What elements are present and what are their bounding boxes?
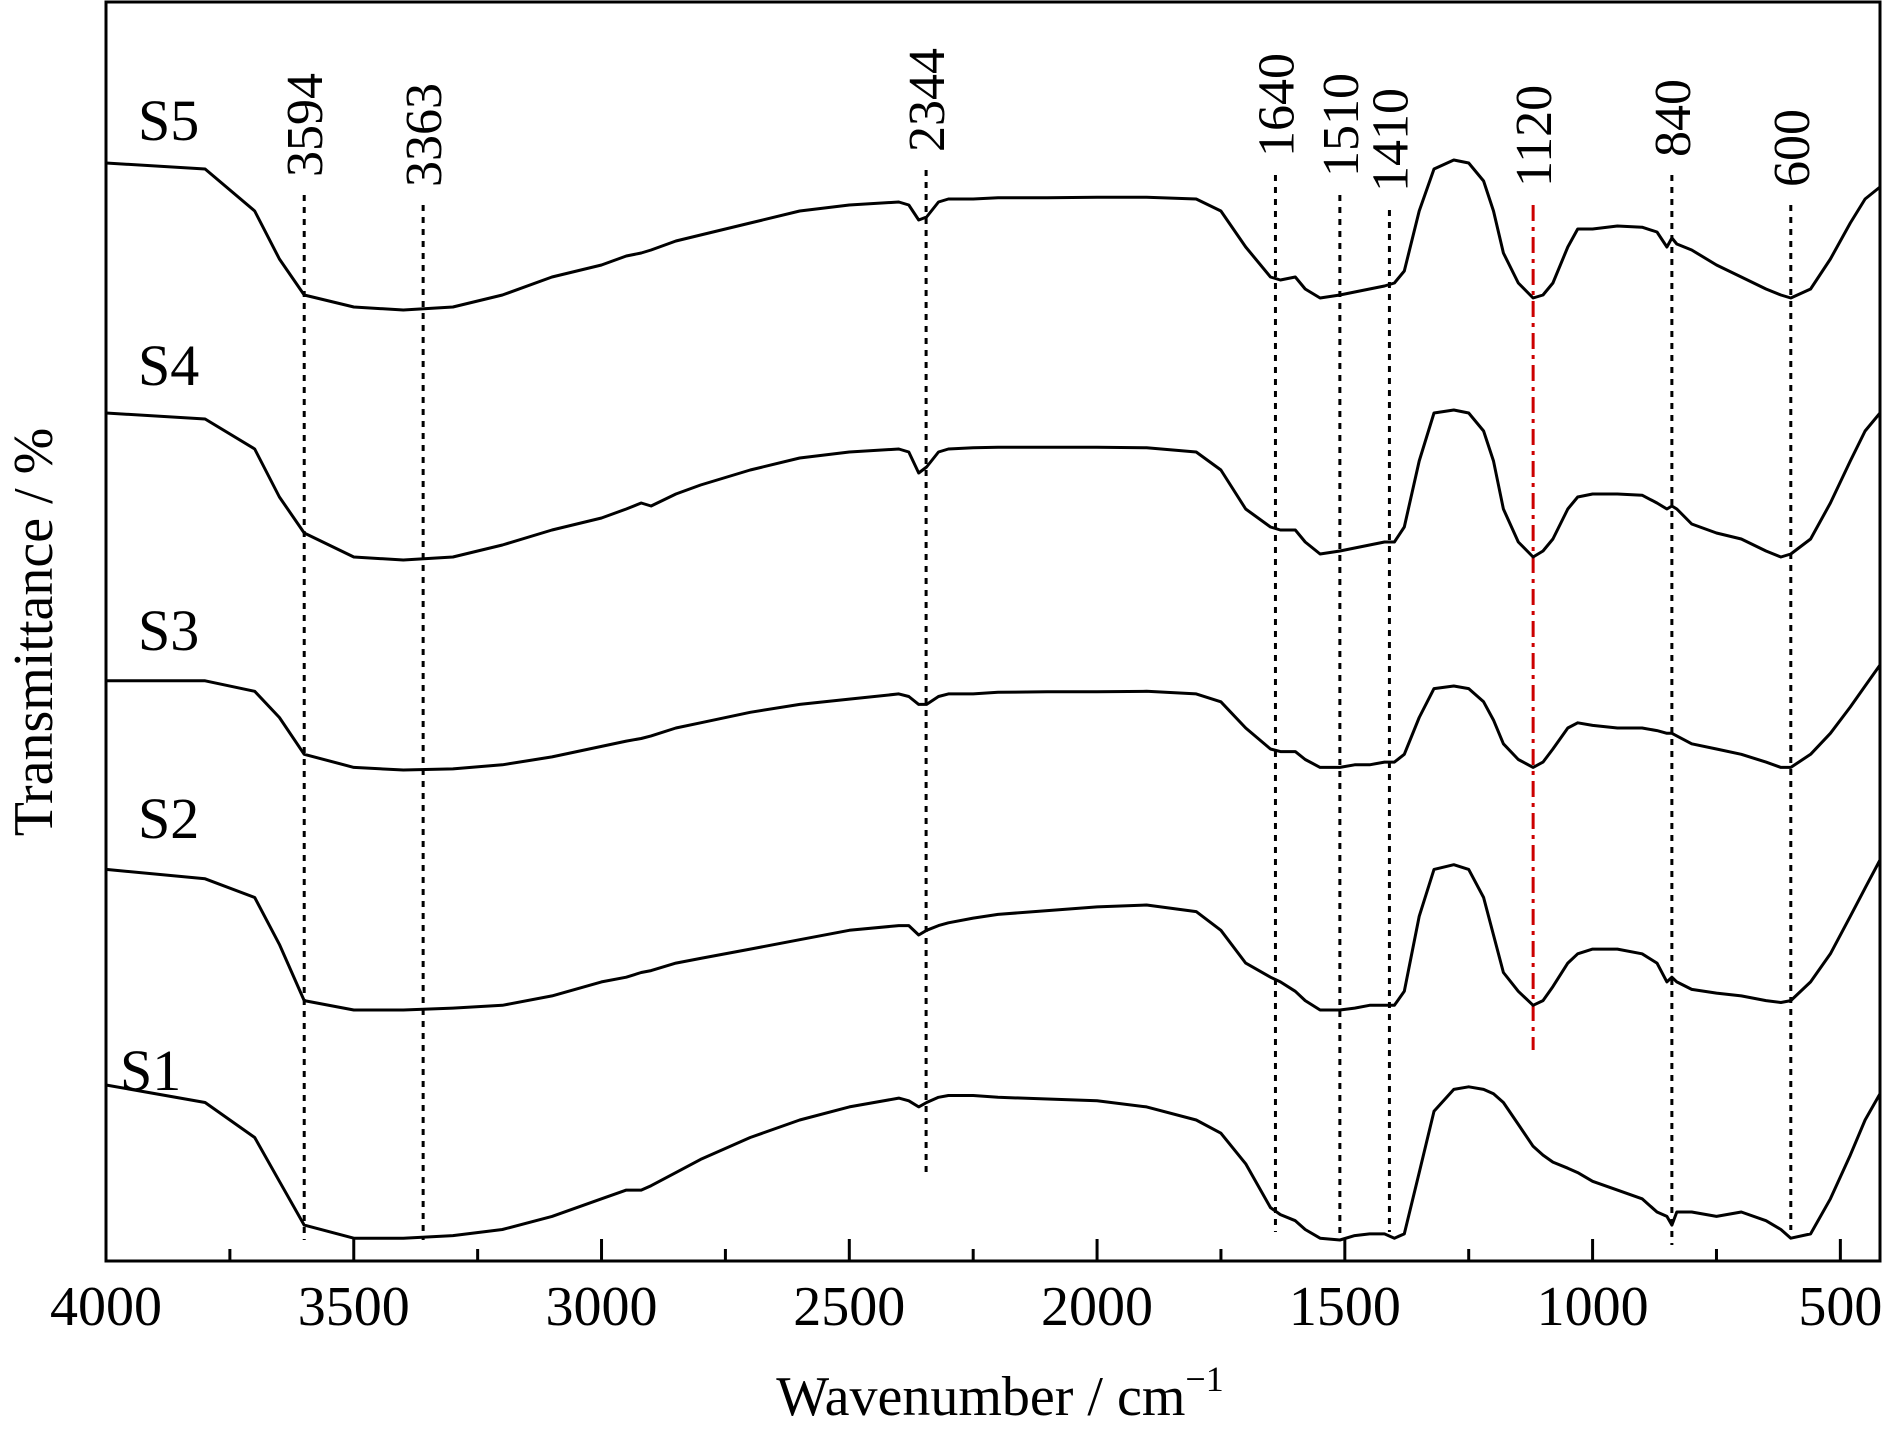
x-tick-label-3500: 3500 bbox=[298, 1276, 410, 1338]
peak-label-1510: 1510 bbox=[1313, 73, 1370, 177]
series-line-s5 bbox=[105, 158, 1881, 312]
series-line-s2 bbox=[105, 859, 1882, 1012]
peak-label-1410: 1410 bbox=[1362, 88, 1419, 192]
x-tick-label-1000: 1000 bbox=[1537, 1276, 1649, 1338]
series-label-s1: S1 bbox=[120, 1038, 181, 1103]
series-line-s3 bbox=[106, 664, 1882, 772]
peak-label-600: 600 bbox=[1764, 109, 1821, 187]
series-label-s2: S2 bbox=[138, 786, 199, 851]
x-tick-layer: 4000 3500 3000 2500 2000 1500 1000 500 bbox=[50, 1239, 1882, 1338]
x-tick-label-2000: 2000 bbox=[1041, 1276, 1153, 1338]
x-tick-label-3000: 3000 bbox=[546, 1276, 658, 1338]
x-axis-title-text: Wavenumber / cm bbox=[776, 1366, 1185, 1428]
x-axis-title-superscript: −1 bbox=[1185, 1359, 1223, 1399]
x-tick-label-500: 500 bbox=[1798, 1276, 1882, 1338]
peak-label-840: 840 bbox=[1645, 79, 1702, 157]
series-label-s3: S3 bbox=[138, 598, 199, 663]
peak-label-1120: 1120 bbox=[1506, 85, 1563, 187]
x-tick-label-4000: 4000 bbox=[50, 1276, 162, 1338]
x-tick-label-1500: 1500 bbox=[1289, 1276, 1401, 1338]
peak-label-3363: 3363 bbox=[396, 83, 453, 187]
series-label-s5: S5 bbox=[138, 88, 199, 153]
peak-label-1640: 1640 bbox=[1248, 53, 1305, 157]
x-tick-label-2500: 2500 bbox=[793, 1276, 905, 1338]
series-layer: S5 S4 S3 S2 S1 bbox=[105, 88, 1882, 1242]
plot-frame bbox=[104, 0, 1882, 1263]
series-line-s1 bbox=[105, 1083, 1882, 1242]
peak-label-2344: 2344 bbox=[899, 48, 956, 152]
peak-label-3594: 3594 bbox=[277, 73, 334, 177]
x-axis-title: Wavenumber / cm−1 bbox=[776, 1359, 1223, 1428]
y-axis-title: Transmittance / % bbox=[3, 428, 65, 837]
series-line-s4 bbox=[105, 408, 1882, 562]
series-label-s4: S4 bbox=[138, 333, 199, 398]
